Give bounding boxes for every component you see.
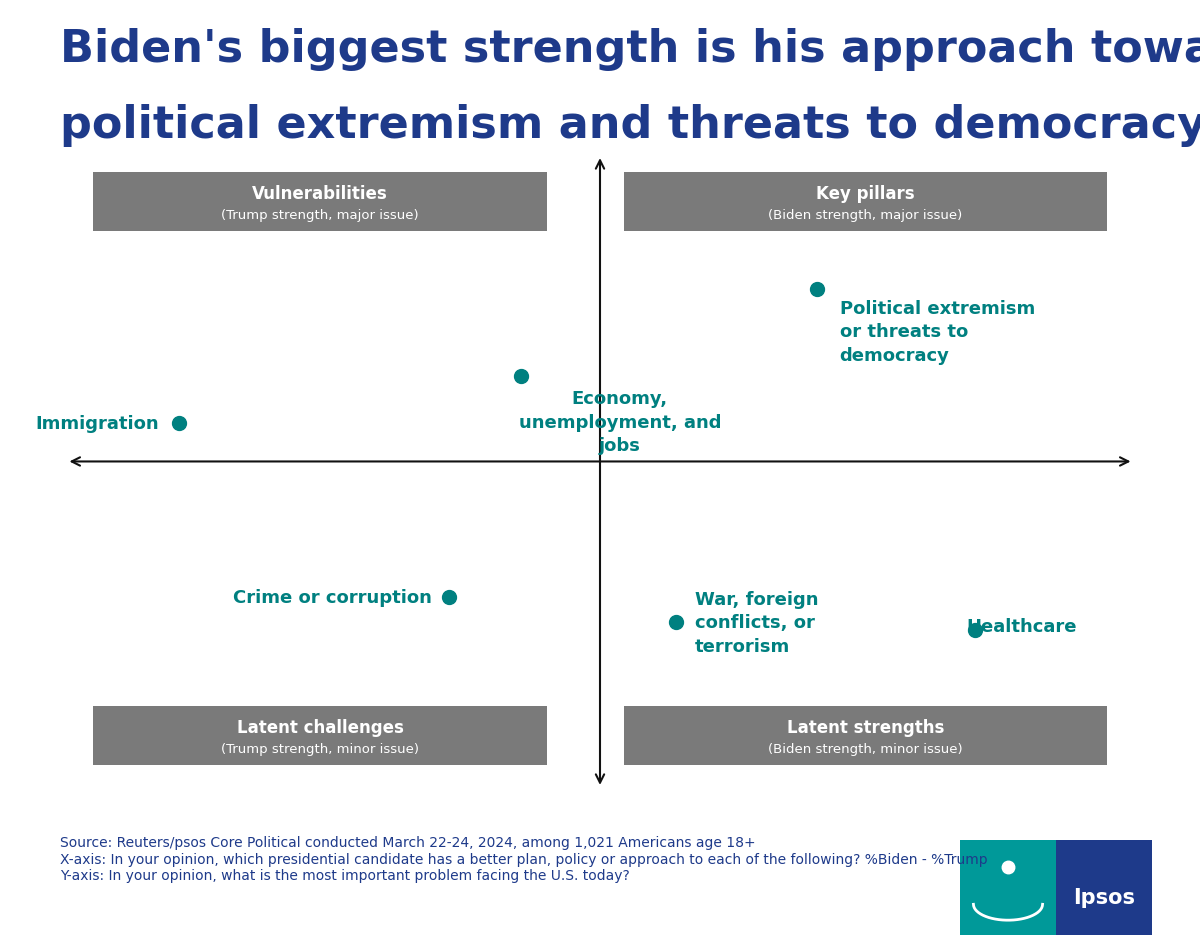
Bar	[624, 707, 1108, 765]
Text: Source: Reuters/psos Core Political conducted March 22-24, 2024, among 1,021 Ame: Source: Reuters/psos Core Political cond…	[60, 835, 988, 882]
Point	[169, 416, 188, 431]
Text: Ipsos: Ipsos	[1073, 886, 1135, 907]
Point	[667, 615, 686, 630]
Text: (Biden strength, major issue): (Biden strength, major issue)	[768, 209, 962, 222]
Text: Crime or corruption: Crime or corruption	[233, 588, 432, 606]
Text: Economy,
unemployment, and
jobs: Economy, unemployment, and jobs	[518, 390, 721, 455]
Text: Political extremism
or threats to
democracy: Political extremism or threats to democr…	[840, 299, 1034, 364]
Bar	[1056, 840, 1152, 935]
Bar	[92, 707, 547, 765]
Text: War, foreign
conflicts, or
terrorism: War, foreign conflicts, or terrorism	[695, 590, 818, 655]
Text: Healthcare: Healthcare	[966, 617, 1076, 635]
Text: (Trump strength, major issue): (Trump strength, major issue)	[221, 209, 419, 222]
Text: Latent strengths: Latent strengths	[787, 718, 944, 736]
Point	[439, 590, 458, 605]
Bar	[960, 840, 1056, 935]
Text: Key pillars: Key pillars	[816, 184, 914, 202]
Point	[511, 369, 530, 384]
Text: Immigration: Immigration	[35, 414, 158, 433]
Text: (Biden strength, minor issue): (Biden strength, minor issue)	[768, 742, 962, 755]
Text: (Trump strength, minor issue): (Trump strength, minor issue)	[221, 742, 419, 755]
Bar	[92, 173, 547, 231]
Point	[808, 282, 827, 297]
Point	[966, 623, 985, 638]
Text: Latent challenges: Latent challenges	[236, 718, 403, 736]
Bar	[624, 173, 1108, 231]
Text: Vulnerabilities: Vulnerabilities	[252, 184, 388, 202]
Text: political extremism and threats to democracy: political extremism and threats to democ…	[60, 104, 1200, 147]
Text: Biden's biggest strength is his approach toward: Biden's biggest strength is his approach…	[60, 28, 1200, 72]
